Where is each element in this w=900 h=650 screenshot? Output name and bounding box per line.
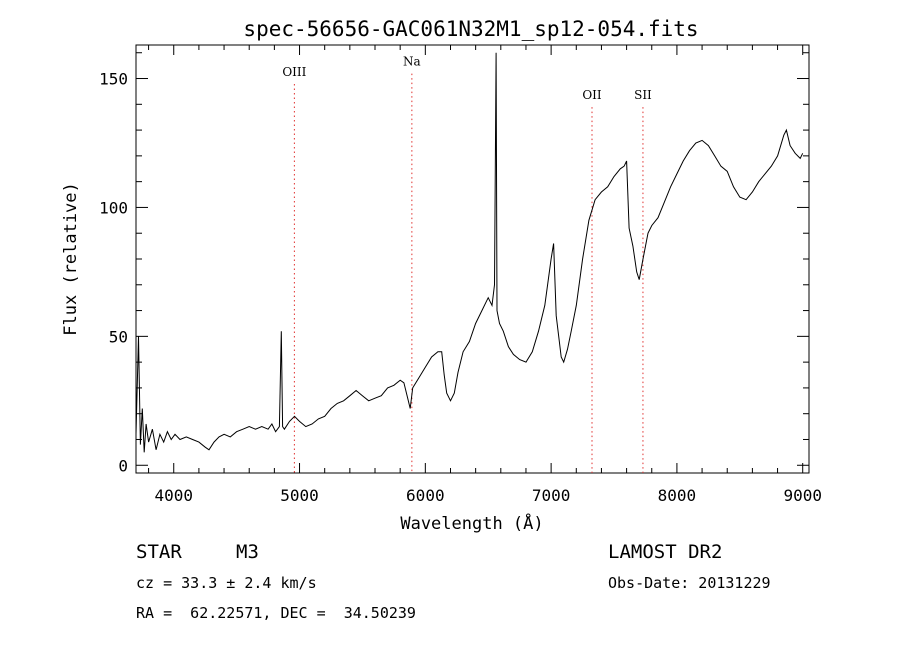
- x-tick-label: 4000: [154, 486, 193, 505]
- y-axis-label: Flux (relative): [61, 182, 81, 336]
- chart-title: spec-56656-GAC061N32M1_sp12-054.fits: [243, 17, 698, 41]
- coordinates: RA = 62.22571, DEC = 34.50239: [136, 604, 416, 622]
- y-axis: 0 50 100 150: [99, 52, 809, 475]
- plot-frame: [135, 44, 810, 474]
- x-tick-label: 6000: [406, 486, 445, 505]
- x-tick-label: 9000: [783, 486, 822, 505]
- y-tick-label: 100: [99, 198, 128, 217]
- emission-lines: OIII Na OII SII: [282, 55, 652, 473]
- emission-line-label: OII: [582, 88, 602, 102]
- y-tick-label: 150: [99, 70, 128, 89]
- object-subclass: M3: [236, 541, 259, 563]
- x-tick-label: 5000: [280, 486, 319, 505]
- emission-line-label: OIII: [282, 65, 306, 79]
- x-tick-label: 8000: [658, 486, 697, 505]
- spectrum-line: [135, 52, 804, 453]
- x-tick-label: 7000: [532, 486, 571, 505]
- emission-line-label: SII: [634, 88, 652, 102]
- object-class: STAR: [136, 541, 182, 563]
- emission-line-label: Na: [403, 55, 421, 69]
- survey-name: LAMOST DR2: [608, 541, 723, 563]
- redshift-value: cz = 33.3 ± 2.4 km/s: [136, 574, 317, 592]
- y-tick-label: 50: [109, 327, 128, 346]
- observation-date: Obs-Date: 20131229: [608, 574, 771, 592]
- y-tick-label: 0: [118, 456, 128, 475]
- x-axis: 4000 5000 6000 7000 8000 9000: [148, 45, 822, 505]
- x-axis-label: Wavelength (Å): [400, 512, 543, 534]
